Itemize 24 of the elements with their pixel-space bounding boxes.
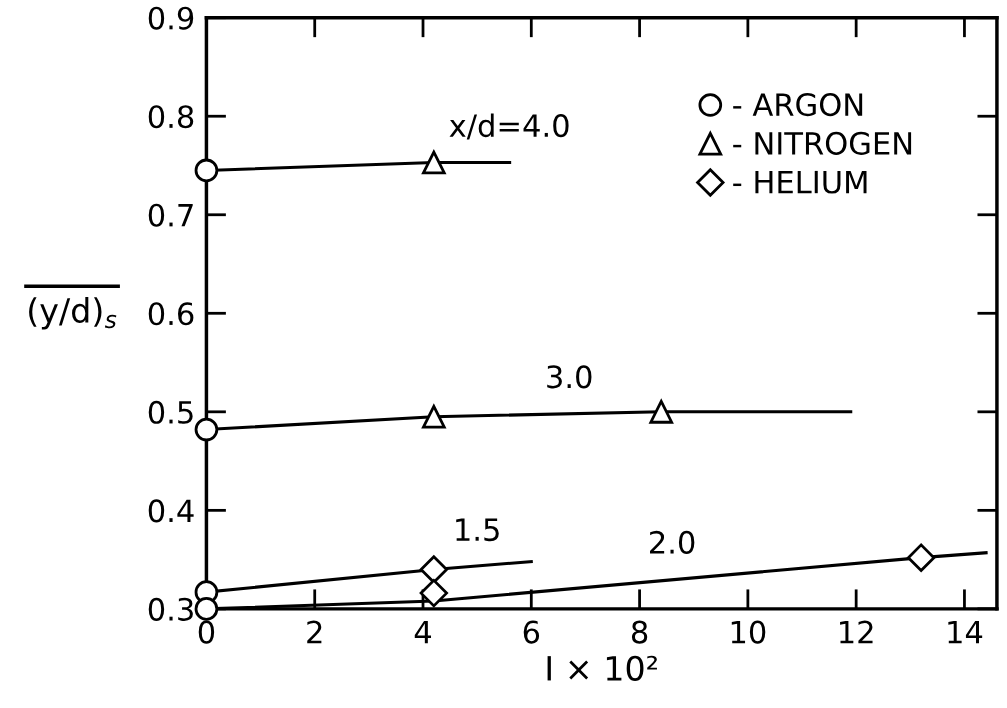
y-tick-label: 0.3 [148, 597, 193, 621]
y-tick-label: 0.5 [148, 400, 193, 424]
x-tick-label: 8 [631, 620, 648, 644]
x-tick-label: 2 [307, 620, 322, 644]
y-tick-label: 0.4 [148, 499, 194, 523]
annotation: 1.5 [456, 518, 499, 542]
x-tick-label: 6 [523, 620, 540, 644]
legend-label: - HELIUM [733, 170, 867, 194]
x-tick-label: 12 [840, 620, 873, 644]
annotation: 3.0 [547, 365, 592, 389]
y-tick-label: 0.9 [148, 6, 194, 30]
annotation: 2.0 [650, 530, 695, 554]
y-tick-label: 0.6 [148, 302, 194, 326]
x-tick-label: 14 [948, 620, 983, 644]
y-axis-title: (y/d)$_{s}$ [29, 297, 117, 330]
x-tick-label: 0 [198, 620, 215, 644]
x-axis-title: I × 10² [547, 655, 657, 681]
legend-label: - ARGON [733, 93, 863, 117]
y-tick-label: 0.7 [148, 203, 193, 227]
annotation: x/d=4.0 [449, 113, 569, 140]
legend-label: - NITROGEN [733, 131, 912, 155]
x-tick-label: 4 [414, 620, 432, 644]
x-tick-label: 10 [731, 620, 766, 644]
y-tick-label: 0.8 [148, 105, 194, 129]
